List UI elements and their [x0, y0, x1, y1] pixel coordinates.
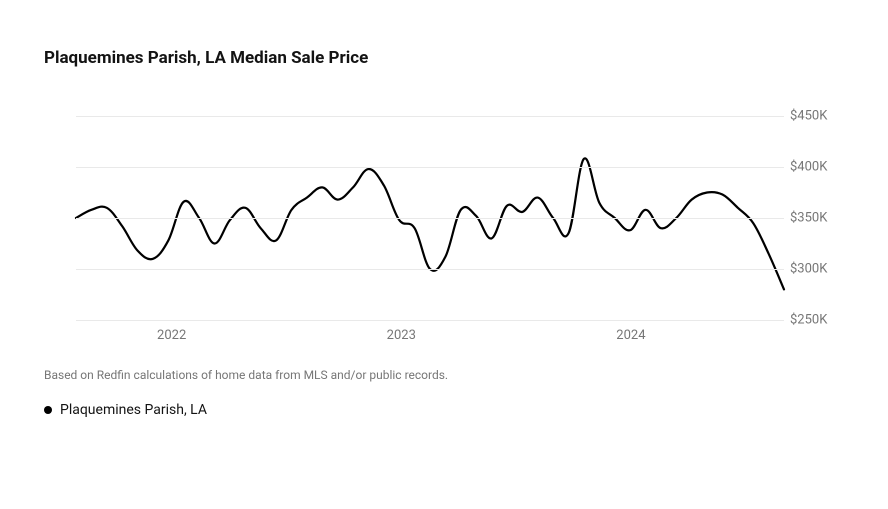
legend-label: Plaquemines Parish, LA [60, 402, 207, 418]
y-axis-tick: $400K [790, 160, 844, 175]
chart-container: Plaquemines Parish, LA Median Sale Price… [0, 0, 888, 438]
x-axis-tick: 2023 [387, 326, 416, 346]
x-axis-tick: 2024 [616, 326, 645, 346]
y-axis-tick: $300K [790, 262, 844, 277]
chart-footnote: Based on Redfin calculations of home dat… [44, 368, 844, 382]
y-axis-tick: $450K [790, 109, 844, 124]
grid-line [76, 269, 784, 270]
chart-area: $250K$300K$350K$400K$450K202220232024 [44, 116, 844, 346]
y-axis-tick: $350K [790, 211, 844, 226]
y-axis-tick: $250K [790, 313, 844, 328]
x-axis-tick: 2022 [157, 326, 186, 346]
chart-legend: Plaquemines Parish, LA [44, 402, 844, 418]
plot-area [76, 116, 784, 320]
grid-line [76, 320, 784, 321]
legend-marker-icon [44, 406, 52, 414]
grid-line [76, 167, 784, 168]
chart-title: Plaquemines Parish, LA Median Sale Price [44, 48, 844, 68]
grid-line [76, 116, 784, 117]
grid-line [76, 218, 784, 219]
